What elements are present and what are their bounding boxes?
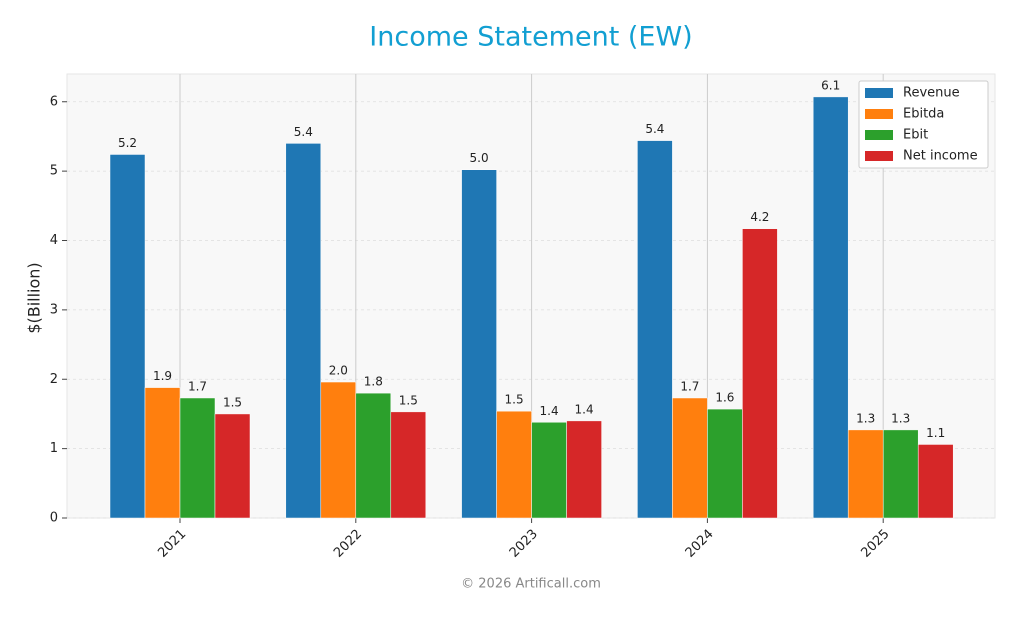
y-tick-label: 2 [50, 372, 58, 387]
y-tick-label: 4 [50, 233, 58, 248]
value-label: 2.0 [329, 364, 348, 378]
bar [637, 140, 673, 519]
value-label: 1.5 [399, 393, 418, 407]
y-tick-label: 1 [50, 441, 58, 456]
bar [214, 413, 251, 519]
value-label: 1.7 [680, 379, 699, 393]
legend-label: Ebitda [903, 107, 944, 122]
bar [320, 381, 357, 519]
bar [672, 397, 708, 519]
legend-swatch [865, 130, 893, 140]
value-label: 1.3 [856, 411, 875, 425]
bar [390, 411, 427, 519]
chart-title: Income Statement (EW) [369, 22, 692, 53]
x-tick-label: 2021 [155, 527, 189, 561]
value-label: 5.0 [470, 151, 489, 165]
legend-label: Net income [903, 149, 978, 164]
value-label: 1.6 [715, 391, 734, 405]
bar [144, 387, 181, 519]
value-label: 1.5 [505, 393, 524, 407]
y-tick-label: 0 [50, 511, 58, 526]
bar [847, 429, 884, 519]
legend-swatch [865, 151, 893, 161]
bar [566, 420, 602, 519]
bar [531, 422, 567, 519]
bar [882, 429, 919, 519]
value-label: 5.4 [645, 122, 664, 136]
x-tick-label: 2023 [507, 527, 541, 561]
value-label: 6.1 [821, 78, 840, 92]
bar [109, 154, 146, 519]
value-label: 5.2 [118, 136, 137, 150]
bar [742, 228, 778, 519]
bar [496, 410, 532, 519]
value-label: 4.2 [750, 210, 769, 224]
legend-label: Revenue [903, 86, 960, 101]
bar [812, 96, 849, 519]
y-tick-label: 3 [50, 302, 58, 317]
legend-swatch [865, 109, 893, 119]
footer: © 2026 Artificall.com [461, 577, 601, 592]
value-label: 1.4 [575, 402, 594, 416]
legend-label: Ebit [903, 128, 928, 143]
bar [917, 444, 954, 519]
bar [707, 408, 743, 519]
bar [179, 397, 216, 519]
value-label: 5.4 [294, 125, 313, 139]
x-tick-label: 2024 [683, 527, 717, 561]
legend-swatch [865, 88, 893, 98]
y-tick-label: 5 [50, 164, 58, 179]
bar [461, 169, 497, 519]
value-label: 1.8 [364, 375, 383, 389]
value-label: 1.5 [223, 395, 242, 409]
value-label: 1.4 [540, 404, 559, 418]
value-label: 1.9 [153, 369, 172, 383]
x-tick-label: 2022 [331, 527, 365, 561]
y-axis-label: $(Billion) [25, 262, 44, 333]
value-label: 1.1 [926, 426, 945, 440]
bar [285, 143, 322, 519]
x-tick-label: 2025 [858, 527, 892, 561]
legend-box [858, 80, 989, 169]
value-label: 1.7 [188, 379, 207, 393]
bar [355, 392, 392, 519]
y-tick-label: 6 [50, 94, 58, 109]
value-label: 1.3 [891, 411, 910, 425]
